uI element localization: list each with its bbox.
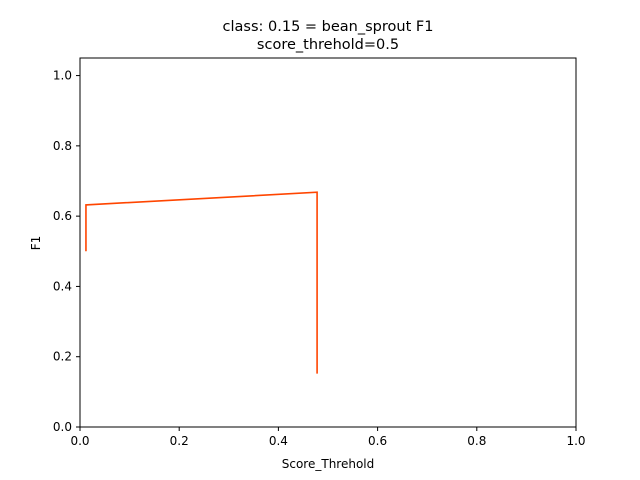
y-axis-label: F1 [29,236,43,251]
y-tick-label: 0.4 [53,279,72,293]
x-tick-label: 0.4 [269,434,288,448]
f1-series-line [85,191,318,374]
y-tick-label: 0.2 [53,350,72,364]
chart-title: class: 0.15 = bean_sprout F1 [223,19,434,35]
y-tick-label: 0.6 [53,209,72,223]
x-tick-label: 0.0 [70,434,89,448]
x-tick-label: 0.2 [170,434,189,448]
x-tick-label: 0.6 [368,434,387,448]
y-tick-label: 0.0 [53,420,72,434]
y-tick-label: 0.8 [53,139,72,153]
x-axis-ticks: 0.0 0.2 0.4 0.6 0.8 1.0 [70,427,586,448]
series-lines [85,191,318,374]
plot-frame [79,57,577,428]
x-tick-label: 0.8 [467,434,486,448]
x-tick-label: 1.0 [566,434,585,448]
y-tick-label: 1.0 [53,69,72,83]
plot-area [80,58,576,427]
y-axis-ticks: 0.0 0.2 0.4 0.6 0.8 1.0 [53,69,80,434]
x-axis-label: Score_Threhold [282,457,375,471]
chart-subtitle: score_threhold=0.5 [257,37,399,53]
